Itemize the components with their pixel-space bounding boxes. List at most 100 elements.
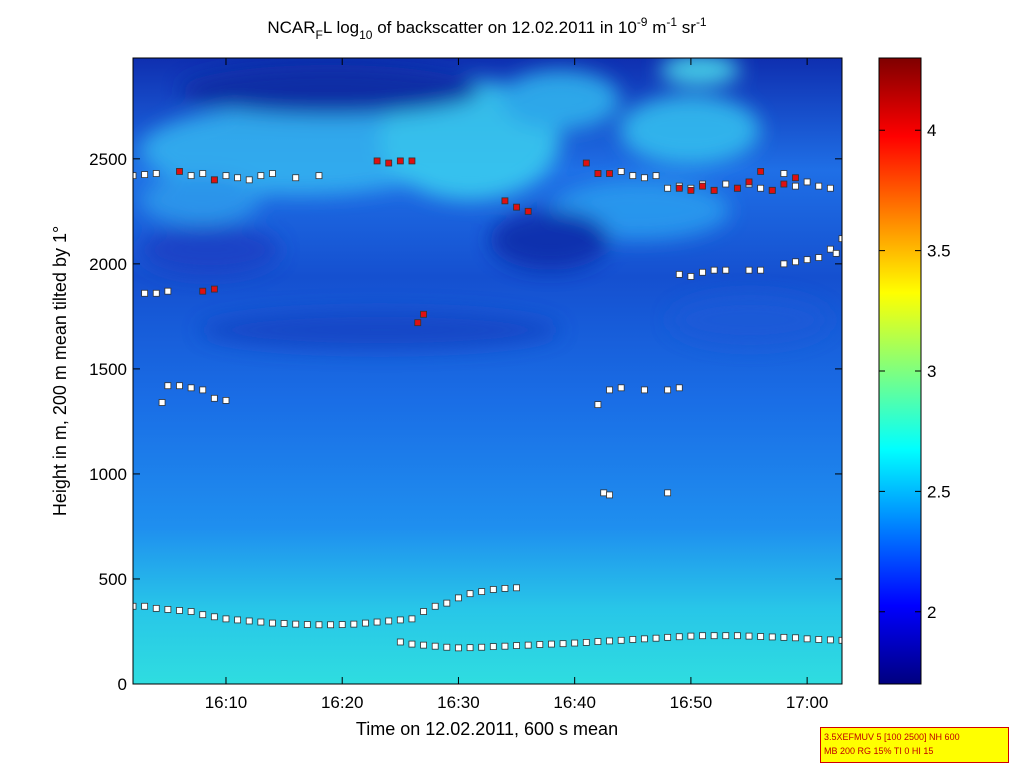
layer-marker bbox=[269, 619, 276, 627]
layer-marker bbox=[641, 635, 648, 643]
layer-marker bbox=[245, 176, 253, 184]
layer-marker bbox=[629, 636, 637, 643]
colorbar-tick-label: 3.5 bbox=[927, 242, 951, 261]
layer-marker bbox=[152, 604, 160, 612]
layer-marker bbox=[675, 270, 683, 278]
layer-marker bbox=[582, 639, 590, 646]
layer-marker bbox=[164, 382, 172, 390]
layer-marker bbox=[826, 184, 834, 192]
layer-marker bbox=[269, 170, 276, 177]
heatmap-area bbox=[133, 58, 842, 684]
layer-marker bbox=[687, 186, 695, 194]
plot-frame bbox=[132, 57, 843, 685]
layer-marker bbox=[513, 642, 520, 649]
layer-marker bbox=[152, 289, 160, 297]
layer-marker bbox=[757, 168, 765, 175]
layer-marker bbox=[280, 620, 288, 627]
layer-marker bbox=[826, 245, 834, 253]
layer-marker bbox=[408, 640, 416, 648]
layer-marker bbox=[606, 637, 613, 645]
title-sup1: -9 bbox=[637, 15, 648, 29]
layer-marker bbox=[664, 489, 672, 497]
layer-marker bbox=[455, 594, 462, 602]
layer-marker bbox=[385, 617, 393, 625]
series-layer-1400-m bbox=[158, 382, 683, 499]
layer-marker bbox=[722, 180, 730, 188]
layer-marker bbox=[832, 249, 840, 257]
title-prefix: NCAR bbox=[267, 18, 315, 37]
layer-marker bbox=[338, 621, 346, 628]
x-tick-label: 16:50 bbox=[670, 693, 713, 712]
layer-marker bbox=[757, 184, 765, 192]
layer-marker bbox=[315, 621, 323, 629]
layer-marker bbox=[362, 619, 369, 627]
colorbar-tick-label: 3 bbox=[927, 362, 936, 381]
layer-marker bbox=[187, 172, 195, 180]
layer-marker bbox=[524, 641, 532, 649]
layer-marker bbox=[664, 633, 672, 641]
layer-marker bbox=[815, 254, 823, 261]
layer-marker bbox=[641, 386, 648, 394]
layer-marker bbox=[699, 268, 706, 276]
layer-marker bbox=[617, 384, 625, 392]
layer-marker bbox=[210, 613, 218, 621]
layer-marker bbox=[431, 602, 439, 610]
title-sub2: 10 bbox=[359, 28, 373, 42]
layer-marker bbox=[606, 170, 613, 177]
layer-marker bbox=[815, 636, 823, 643]
layer-marker bbox=[629, 172, 637, 180]
title-unit2: sr bbox=[677, 18, 696, 37]
y-tick-label: 2000 bbox=[89, 255, 127, 274]
layer-marker bbox=[699, 182, 706, 190]
layer-marker bbox=[234, 174, 242, 182]
layer-marker bbox=[617, 168, 625, 175]
layer-marker bbox=[594, 401, 602, 409]
layer-marker bbox=[292, 620, 300, 628]
layer-marker bbox=[222, 615, 230, 623]
layer-marker bbox=[803, 178, 811, 186]
layer-marker bbox=[350, 620, 358, 628]
y-axis-ticks: 0 500 1000 1500 2000 2500 bbox=[89, 150, 842, 694]
layer-marker bbox=[606, 386, 613, 394]
layer-marker bbox=[710, 632, 718, 640]
layer-marker bbox=[414, 319, 422, 327]
settings-box: 3.5XEFMUV 5 [100 2500] NH 600 MB 200 RG … bbox=[820, 727, 1009, 763]
series-mixing-layer-upper- bbox=[133, 584, 520, 629]
layer-marker bbox=[559, 640, 567, 648]
layer-marker bbox=[617, 636, 625, 644]
layer-marker bbox=[152, 170, 160, 177]
colorbar-ticks: 2 2.5 3 3.5 4 bbox=[879, 121, 951, 622]
layer-marker bbox=[489, 643, 497, 651]
layer-marker bbox=[187, 608, 195, 615]
layer-marker bbox=[803, 256, 811, 264]
layer-marker bbox=[199, 611, 207, 619]
layer-marker bbox=[815, 182, 823, 190]
layer-marker bbox=[466, 590, 474, 598]
layer-marker bbox=[292, 174, 300, 182]
layer-marker bbox=[780, 260, 788, 268]
layer-marker bbox=[664, 184, 672, 192]
layer-marker bbox=[489, 586, 497, 593]
layer-marker bbox=[245, 617, 253, 625]
layer-marker bbox=[431, 642, 439, 650]
layer-marker bbox=[826, 636, 834, 644]
title-unit1: m bbox=[647, 18, 666, 37]
layer-marker bbox=[133, 602, 137, 610]
title-rest: of backscatter on 12.02.2011 in 10 bbox=[372, 18, 636, 37]
layer-marker bbox=[443, 599, 451, 607]
layer-marker bbox=[466, 644, 474, 652]
layer-marker bbox=[327, 621, 334, 629]
layer-marker bbox=[652, 172, 660, 180]
layer-marker bbox=[675, 184, 683, 192]
layer-marker bbox=[373, 618, 381, 626]
layer-marker bbox=[408, 615, 416, 623]
layer-marker bbox=[222, 172, 230, 180]
layer-marker bbox=[792, 258, 799, 266]
layer-marker bbox=[420, 310, 427, 318]
y-tick-label: 1000 bbox=[89, 465, 127, 484]
series-layer-1900-m bbox=[141, 235, 842, 297]
layer-marker bbox=[536, 641, 544, 648]
settings-line2: MB 200 RG 15% TI 0 HI 15 bbox=[824, 746, 934, 756]
layer-marker bbox=[501, 585, 509, 592]
layer-marker bbox=[675, 633, 683, 641]
